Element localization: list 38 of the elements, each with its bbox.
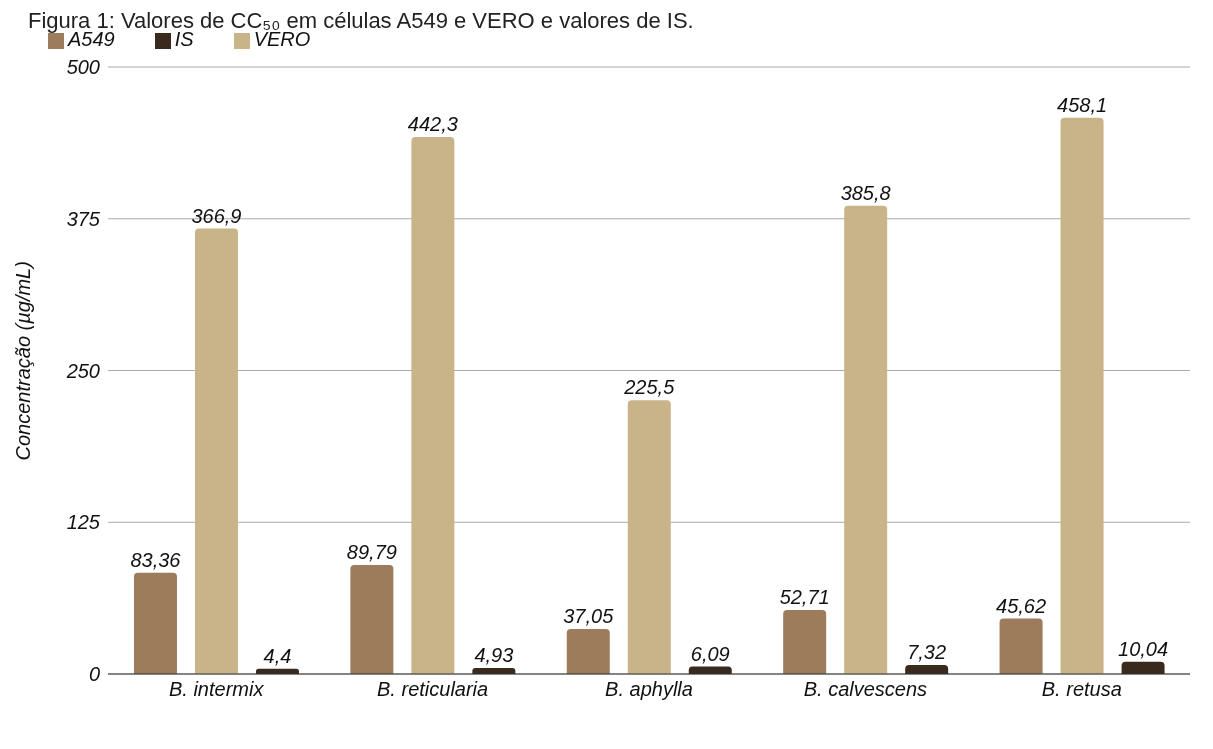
data-label: 4,93 <box>474 644 514 667</box>
bar <box>1121 661 1165 674</box>
data-label: 10,04 <box>1118 637 1169 660</box>
y-tick-label: 250 <box>65 359 100 382</box>
x-tick-label: B. reticularia <box>377 678 489 701</box>
data-label: 385,8 <box>840 181 891 204</box>
x-tick-label: B. intermix <box>168 678 265 701</box>
x-tick-label: B. aphylla <box>605 678 693 701</box>
bar <box>905 665 949 674</box>
data-label: 83,36 <box>130 548 182 571</box>
bar <box>411 137 455 674</box>
bar <box>350 564 394 674</box>
data-label: 7,32 <box>907 641 947 664</box>
bar <box>194 228 238 674</box>
y-tick-label: 375 <box>66 207 101 230</box>
data-label: 366,9 <box>191 204 242 227</box>
y-tick-label: 125 <box>66 511 101 534</box>
bar <box>627 400 671 674</box>
data-label: 45,62 <box>996 594 1047 617</box>
y-axis-title: Concentração (µg/mL) <box>12 261 35 461</box>
data-label: 89,79 <box>346 540 397 563</box>
data-label: 37,05 <box>563 605 615 628</box>
y-tick-label: 0 <box>88 663 100 686</box>
data-label: 52,71 <box>779 586 830 609</box>
bar <box>1060 117 1104 674</box>
x-tick-label: B. retusa <box>1041 678 1122 701</box>
data-label: 4,4 <box>263 644 292 667</box>
data-label: 6,09 <box>690 642 730 665</box>
data-label: 458,1 <box>1057 93 1108 116</box>
bar <box>566 629 610 674</box>
data-label: 225,5 <box>623 376 676 399</box>
bar <box>133 572 177 674</box>
bar <box>844 205 888 674</box>
bar <box>999 618 1043 674</box>
y-tick-label: 500 <box>66 56 100 79</box>
data-label: 442,3 <box>407 113 458 136</box>
x-tick-label: B. calvescens <box>803 678 928 701</box>
bar <box>783 610 827 674</box>
